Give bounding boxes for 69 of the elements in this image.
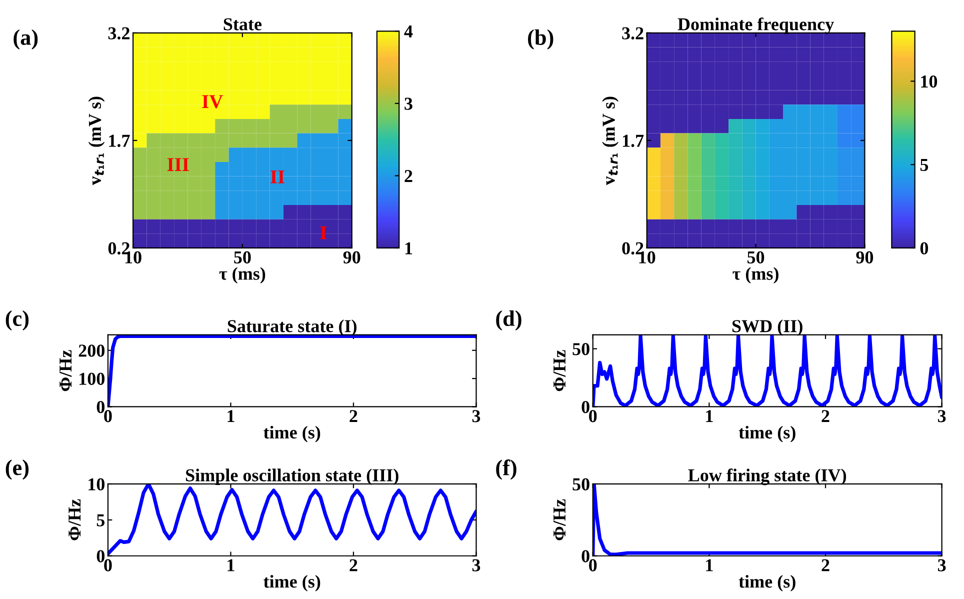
color-bar-label: 0 [920, 242, 928, 254]
x-tick-label: 1 [228, 410, 234, 422]
y-axis-title: v$_{t₁r₁}$ (mV s) [602, 96, 618, 186]
y-axis-title: Φ/Hz [60, 350, 72, 392]
y-tick-label: 3.2 [622, 27, 644, 40]
text: (e) [6, 460, 29, 480]
y-tick-label: 0 [96, 550, 104, 562]
x-tick-label: 2 [350, 559, 358, 572]
text: (d) [496, 310, 522, 331]
x-tick-label: 2 [350, 410, 358, 422]
x-tick-label: 3 [938, 559, 946, 572]
y-tick-label: 50 [572, 478, 590, 490]
color-bar-label: 10 [921, 75, 938, 88]
annotation: IV [202, 95, 223, 108]
color-bar-label: 2 [404, 170, 412, 182]
y-axis-title: Φ/Hz [554, 499, 566, 540]
x-tick-label: 3 [938, 410, 946, 422]
line-series [592, 334, 942, 407]
y-axis-title: Φ/Hz [68, 499, 81, 540]
line-series [108, 484, 476, 556]
y-tick-label: 3.2 [108, 27, 130, 40]
y-tick-label: 1.7 [622, 134, 644, 147]
y-axis-title: v$_{t₁r₁}$ (mV s) [88, 96, 105, 186]
color-bar-label: 1 [405, 242, 412, 254]
x-tick-label: 50 [234, 251, 251, 264]
color-bar-label: 3 [404, 98, 412, 110]
x-tick-label: 90 [343, 251, 360, 264]
chart-title: Low firing state (IV) [688, 468, 846, 486]
x-axis-title: τ (ms) [732, 267, 778, 284]
y-tick-label: 5 [96, 514, 105, 526]
chart-title: SWD (II) [732, 320, 802, 336]
chart-title: State [224, 18, 262, 30]
annotation: II [270, 170, 284, 184]
chart-title: Simple oscillation state (III) [186, 468, 398, 486]
y-tick-label: 1.7 [109, 134, 130, 147]
y-axis-title: Φ/Hz [554, 350, 566, 392]
x-axis-title: time (s) [264, 426, 320, 442]
y-tick-label: 50 [572, 343, 590, 356]
x-tick-label: 1 [706, 559, 713, 572]
chart-title: Dominate frequency [678, 17, 834, 34]
color-bar-label: 4 [404, 26, 413, 38]
line-series [592, 484, 942, 556]
x-axis-title: τ (ms) [219, 267, 266, 284]
text: (c) [6, 310, 29, 331]
y-tick-label: 0 [582, 550, 590, 562]
text: (f) [496, 459, 516, 480]
y-tick-label: 100 [80, 372, 104, 385]
line-series [108, 334, 476, 407]
color-bar-label: 5 [920, 159, 928, 172]
x-tick-label: 90 [856, 251, 874, 264]
x-tick-label: 3 [472, 559, 480, 572]
text: (b) [528, 29, 554, 50]
y-tick-label: 200 [78, 344, 104, 357]
x-tick-label: 2 [822, 410, 830, 422]
x-tick-label: 50 [747, 251, 764, 264]
y-tick-label: 0 [582, 400, 590, 414]
text: (a) [14, 29, 38, 50]
y-tick-label: 10 [88, 478, 104, 490]
x-axis-title: time (s) [738, 575, 796, 592]
x-tick-label: 1 [706, 410, 713, 422]
x-tick-label: 1 [228, 559, 234, 572]
x-tick-label: 3 [472, 410, 480, 422]
annotation: III [167, 158, 189, 171]
annotation: I [320, 226, 327, 240]
chart-title: Saturate state (I) [228, 320, 356, 336]
x-axis-title: time (s) [264, 575, 320, 592]
y-tick-label: 0 [96, 400, 104, 414]
x-tick-label: 2 [822, 559, 830, 572]
x-axis-title: time (s) [738, 426, 796, 442]
